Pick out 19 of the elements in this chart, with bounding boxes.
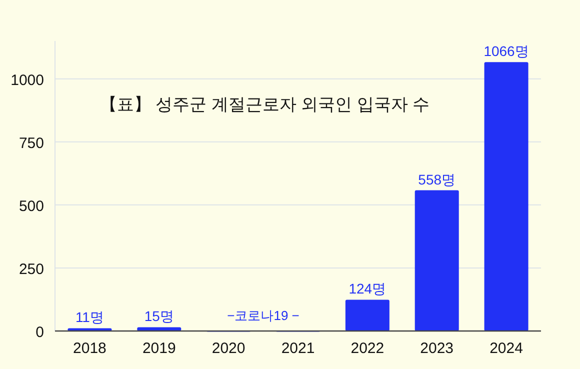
- data-label: 11명: [75, 309, 104, 326]
- y-tick-label: 0: [36, 324, 44, 341]
- data-label: 1066명: [484, 43, 529, 60]
- x-tick-label: 2024: [490, 340, 523, 357]
- x-tick-label: 2021: [281, 340, 315, 357]
- y-tick-label: 250: [18, 260, 44, 278]
- y-tick-label: 750: [18, 134, 44, 152]
- x-tick-label: 2022: [350, 340, 384, 357]
- text: 【표】 성주군 계절근로자 외국인 입국자 수: [100, 95, 430, 114]
- data-label: 558명: [418, 171, 456, 188]
- data-label: 124명: [348, 280, 386, 297]
- x-tick-label: 2020: [212, 340, 246, 357]
- y-tick-label: 1000: [10, 72, 44, 89]
- x-tick-label: 2019: [142, 340, 176, 357]
- x-tick-label: 2018: [73, 340, 106, 357]
- data-label: 15명: [144, 308, 174, 324]
- x-tick-label: 2023: [420, 340, 454, 357]
- annotation: −코로나19 −: [227, 308, 300, 323]
- y-tick-label: 500: [18, 198, 44, 215]
